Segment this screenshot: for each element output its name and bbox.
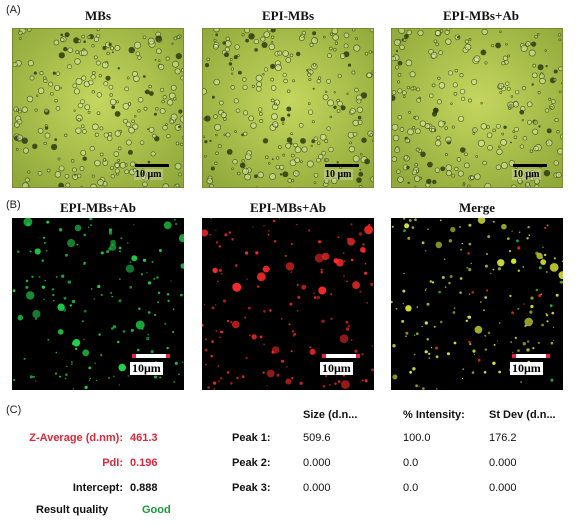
panel-letter-b: (B) [6, 199, 21, 211]
brightfield-image-epi-mbs-ab [391, 28, 563, 188]
peak-1-size: 509.6 [303, 432, 331, 444]
peak-3-size: 0.000 [303, 482, 331, 494]
title-a3: EPI-MBs+Ab [442, 8, 520, 23]
peak-3-stdev: 0.000 [489, 482, 517, 494]
intercept-label: Intercept: [72, 482, 123, 494]
title-a1: MBs [85, 8, 111, 23]
scale-bar-a3 [513, 164, 547, 167]
scale-bar-b3 [512, 354, 550, 358]
title-b3: Merge [458, 200, 496, 215]
peak-3-intensity: 0.0 [403, 482, 419, 494]
fluorescence-image-green [12, 218, 184, 390]
z-average-value: 461.3 [130, 432, 158, 444]
scale-label-a1: 10 μm [134, 169, 163, 180]
brightfield-image-mbs [12, 28, 184, 188]
title-b1: EPI-MBs+Ab [59, 200, 137, 215]
panel-letter-a: (A) [6, 4, 21, 16]
panel-letter-c: (C) [6, 404, 22, 416]
title-b2: EPI-MBs+Ab [249, 200, 327, 215]
scale-bar-a2 [325, 164, 359, 167]
pdi-label: PdI: [102, 457, 123, 469]
peak-1-intensity: 100.0 [403, 432, 431, 444]
peak-2-stdev: 0.000 [489, 457, 517, 469]
scale-bar-b2 [322, 354, 360, 358]
scale-label-b3: 10μm [510, 361, 543, 375]
fluorescence-image-merge [391, 218, 563, 390]
title-a2: EPI-MBs [262, 8, 314, 23]
header-size: Size (d.n... [303, 409, 358, 421]
scale-bar-b1 [132, 354, 170, 358]
result-quality-label: Result quality [36, 504, 109, 516]
header-stdev: St Dev (d.n... [489, 409, 556, 421]
scale-label-b2: 10μm [320, 361, 353, 375]
peak-1-label: Peak 1: [232, 432, 271, 444]
scale-label-b1: 10μm [130, 361, 163, 375]
z-average-label: Z-Average (d.nm): [29, 432, 123, 444]
header-intensity: % Intensity: [403, 409, 465, 421]
scale-bar-a1 [135, 164, 169, 167]
scale-label-a3: 10 μm [512, 169, 541, 180]
brightfield-image-epi-mbs [202, 28, 374, 188]
peak-2-size: 0.000 [303, 457, 331, 469]
intercept-value: 0.888 [130, 482, 158, 494]
scale-label-a2: 10 μm [324, 169, 353, 180]
pdi-value: 0.196 [130, 457, 158, 469]
peak-2-intensity: 0.0 [403, 457, 419, 469]
peak-1-stdev: 176.2 [489, 432, 517, 444]
peak-2-label: Peak 2: [232, 457, 271, 469]
result-quality-value: Good [142, 504, 171, 516]
peak-3-label: Peak 3: [232, 482, 271, 494]
fluorescence-image-red [202, 218, 374, 390]
